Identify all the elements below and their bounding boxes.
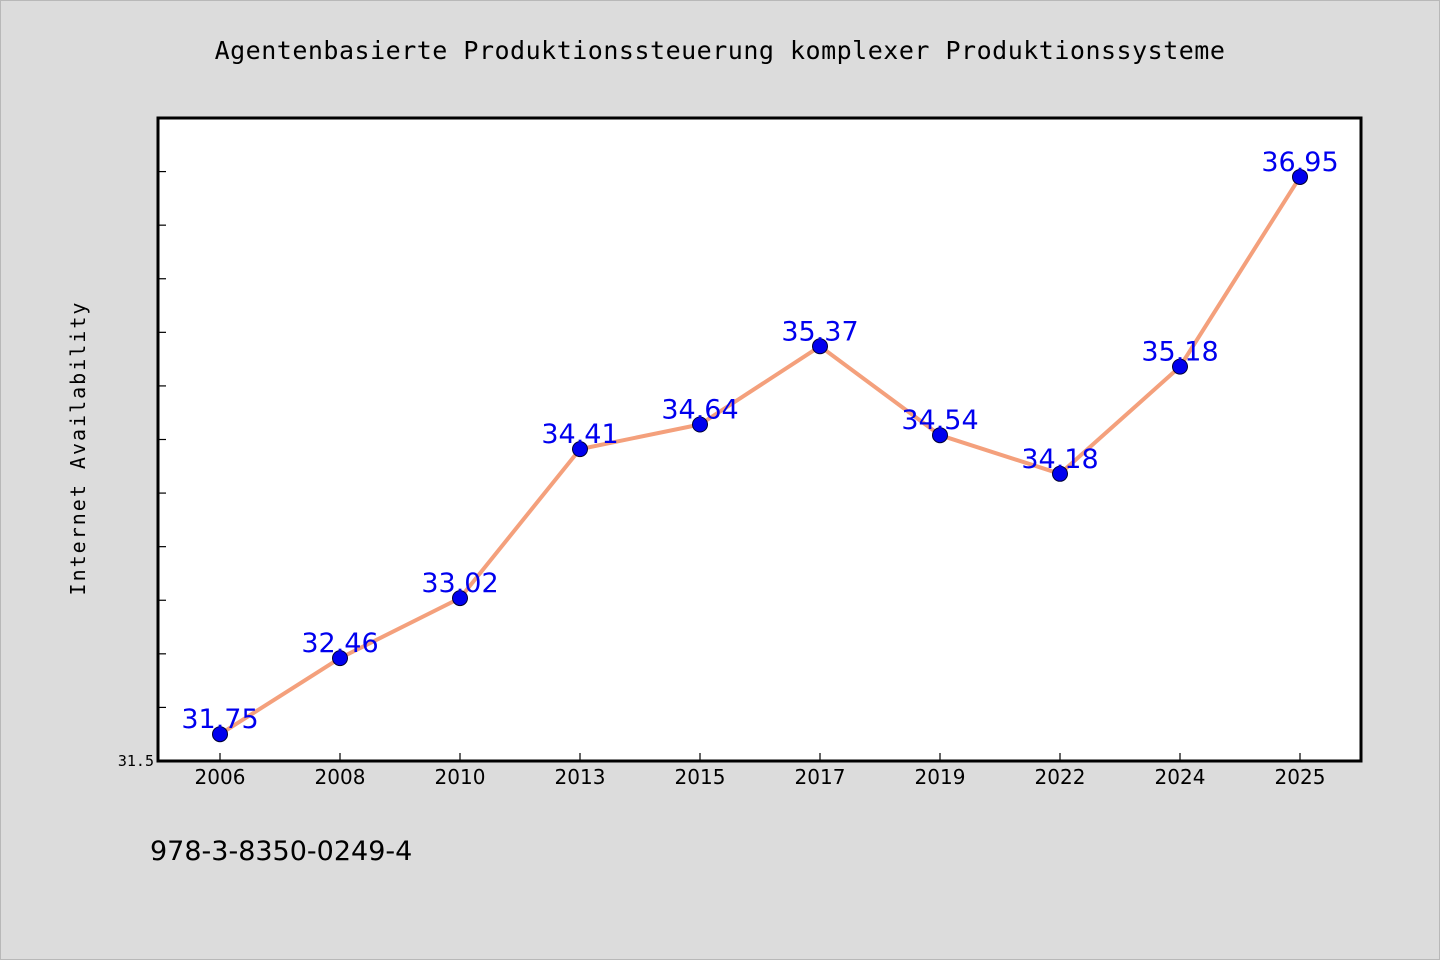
data-markers xyxy=(212,168,1308,743)
x-tick-label: 2006 xyxy=(195,765,246,789)
data-label: 34.54 xyxy=(901,405,978,436)
data-label: 34.41 xyxy=(541,419,618,450)
data-label: 34.18 xyxy=(1021,444,1098,475)
data-point-marker xyxy=(1172,358,1188,375)
data-label: 32.46 xyxy=(301,628,378,659)
data-label: 34.64 xyxy=(661,394,738,425)
y-axis-ticks: 31.5 xyxy=(118,170,166,770)
chart-title: Agentenbasierte Produktionssteuerung kom… xyxy=(214,36,1226,65)
x-tick-label: 2015 xyxy=(675,765,726,789)
data-label: 33.02 xyxy=(421,568,498,599)
isbn-text: 978-3-8350-0249-4 xyxy=(150,836,413,867)
series-line-group xyxy=(218,174,1302,737)
plot-area xyxy=(156,116,1363,763)
y-tick-label: 31.5 xyxy=(118,752,154,770)
data-point-marker xyxy=(1052,465,1068,482)
data-label: 35.18 xyxy=(1141,337,1218,368)
x-tick-label: 2025 xyxy=(1275,765,1326,789)
data-label: 36.95 xyxy=(1261,147,1338,178)
x-tick-label: 2008 xyxy=(315,765,366,789)
x-tick-label: 2019 xyxy=(915,765,966,789)
x-tick-label: 2010 xyxy=(435,765,486,789)
data-label: 35.37 xyxy=(781,316,858,347)
data-point-marker xyxy=(572,441,588,458)
data-point-marker xyxy=(692,416,708,433)
data-point-marker xyxy=(452,590,468,607)
x-tick-label: 2024 xyxy=(1155,765,1206,789)
series-line xyxy=(218,174,1302,737)
data-point-marker xyxy=(212,726,228,743)
data-point-marker xyxy=(332,650,348,667)
x-tick-label: 2022 xyxy=(1035,765,1086,789)
data-label: 31.75 xyxy=(181,704,258,735)
data-point-marker xyxy=(932,427,948,444)
data-point-marker xyxy=(1292,168,1308,185)
data-labels: 31.75 32.46 33.02 34.41 34.64 35.37 34.54 34.18… xyxy=(181,147,1338,735)
x-tick-label: 2017 xyxy=(795,765,846,789)
data-point-marker xyxy=(812,338,828,355)
x-tick-label: 2013 xyxy=(555,765,606,789)
x-axis-ticks: 2006 2008 2010 2013 2015 2017 2019 2022 2024 2025 xyxy=(195,753,1326,789)
